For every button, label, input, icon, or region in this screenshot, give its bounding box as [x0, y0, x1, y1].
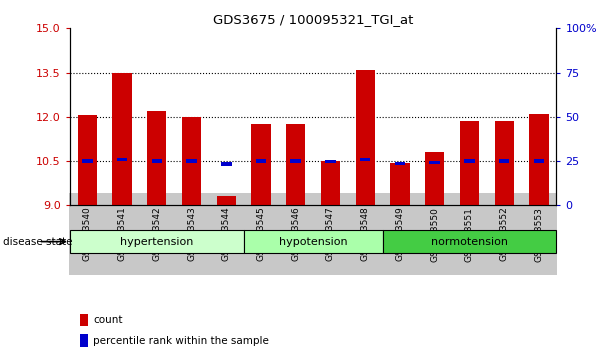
- Bar: [112, 73, 131, 205]
- Title: GDS3675 / 100095321_TGI_at: GDS3675 / 100095321_TGI_at: [213, 13, 413, 26]
- Bar: [80, 314, 88, 326]
- Bar: [460, 121, 479, 205]
- Bar: [465, 159, 475, 163]
- Bar: [147, 111, 167, 205]
- Bar: [382, 230, 556, 253]
- Bar: [291, 159, 301, 163]
- Bar: [499, 159, 510, 163]
- Text: count: count: [93, 315, 123, 325]
- Bar: [321, 161, 340, 205]
- Bar: [186, 159, 197, 163]
- Bar: [221, 162, 232, 166]
- Bar: [390, 162, 410, 205]
- Bar: [395, 162, 405, 165]
- Bar: [425, 152, 444, 205]
- Bar: [151, 159, 162, 163]
- Bar: [216, 196, 236, 205]
- Bar: [356, 70, 375, 205]
- Bar: [80, 334, 88, 347]
- Bar: [325, 160, 336, 164]
- Bar: [534, 159, 544, 163]
- Text: hypotension: hypotension: [279, 236, 347, 247]
- Bar: [82, 159, 92, 163]
- Bar: [495, 121, 514, 205]
- Text: hypertension: hypertension: [120, 236, 193, 247]
- Text: normotension: normotension: [431, 236, 508, 247]
- Bar: [530, 114, 548, 205]
- Bar: [182, 117, 201, 205]
- Bar: [286, 124, 305, 205]
- Bar: [252, 124, 271, 205]
- Text: disease state: disease state: [3, 237, 72, 247]
- Bar: [70, 230, 244, 253]
- Bar: [360, 158, 370, 161]
- Bar: [429, 161, 440, 164]
- Text: percentile rank within the sample: percentile rank within the sample: [93, 336, 269, 346]
- Bar: [117, 158, 127, 161]
- Bar: [78, 115, 97, 205]
- Bar: [256, 159, 266, 163]
- Bar: [244, 230, 382, 253]
